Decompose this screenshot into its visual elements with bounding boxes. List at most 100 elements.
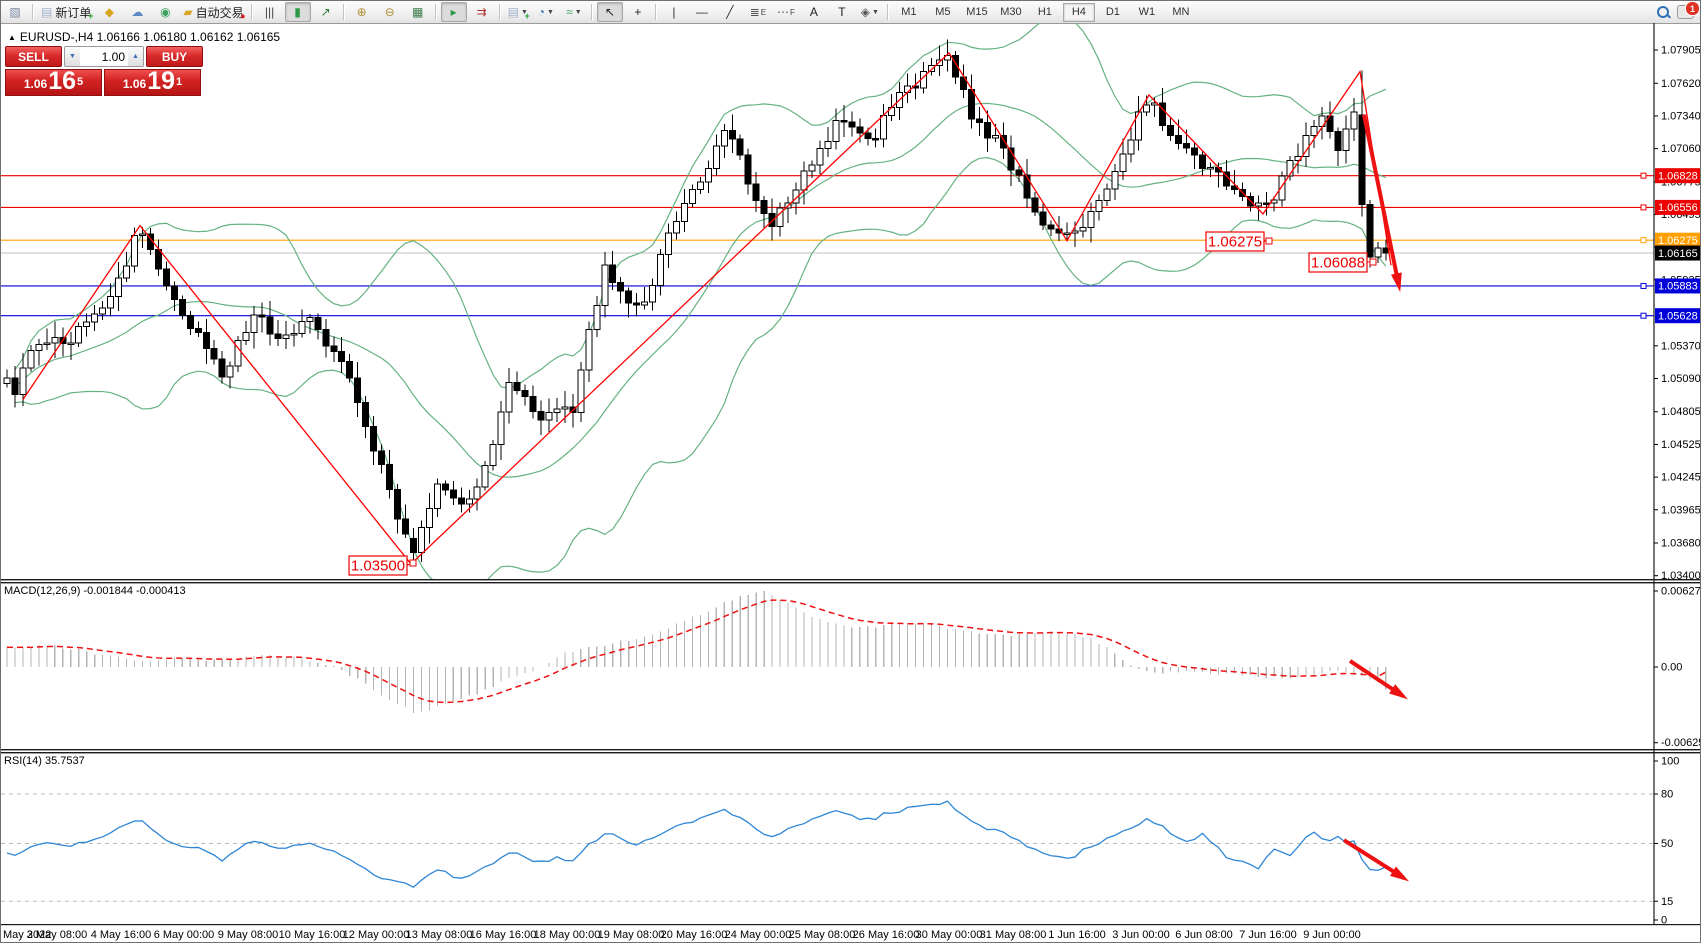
vertical-line-icon[interactable]: | <box>661 2 687 22</box>
price-callout-1.06275[interactable]: 1.06275 <box>1205 231 1273 252</box>
auto-scroll-icon[interactable]: ⇉ <box>469 2 495 22</box>
alerts-icon: ◆ <box>104 5 114 19</box>
zoom-in-icon[interactable]: ⊕ <box>349 2 375 22</box>
indicators-dropdown[interactable]: ≈ ▼ <box>561 2 587 22</box>
toolbar-separator <box>886 4 889 20</box>
profile-icon[interactable]: ▧ <box>2 2 28 22</box>
new-order-dropdown: ▤ <box>507 5 519 19</box>
bar-chart-icon[interactable]: ||| <box>257 2 283 22</box>
axis-price-badge <box>1655 232 1700 248</box>
crosshair-icon[interactable]: + <box>625 2 651 22</box>
date-tick-label: 26 May 16:00 <box>853 929 920 941</box>
timeframe-m15[interactable]: M15 <box>966 6 988 18</box>
buy-button[interactable]: BUY <box>146 46 203 67</box>
candlestick-chart-icon: ▮ <box>294 5 301 19</box>
notification-badge: 1 <box>1685 1 1700 16</box>
shapes-dropdown[interactable]: ◈ ▼ <box>857 2 883 22</box>
volume-input[interactable] <box>80 47 128 66</box>
chart-shift-icon: ▸ <box>450 5 457 19</box>
alerts-icon[interactable]: ◆ <box>96 2 122 22</box>
tile-windows-icon[interactable]: ▦ <box>405 2 431 22</box>
trendline-icon: ╱ <box>726 5 734 19</box>
macd-down-arrow[interactable] <box>1348 659 1409 700</box>
price-tick-label: 1.04525 <box>1661 439 1701 451</box>
timeframe-w1[interactable]: W1 <box>1138 6 1156 18</box>
toolbar-separator <box>434 4 437 20</box>
axis-price-badge-label: 1.06275 <box>1658 235 1698 247</box>
text-icon[interactable]: A <box>801 2 827 22</box>
sell-price[interactable]: 1.06 16 5 <box>5 69 102 96</box>
price-callout-1.06088[interactable]: 1.06088 <box>1308 252 1377 273</box>
price-down-arrow[interactable] <box>1362 114 1402 293</box>
timeframe-mn[interactable]: MN <box>1172 6 1190 18</box>
timeframe-m30[interactable]: M30 <box>1000 6 1022 18</box>
crosshair-icon: + <box>634 5 642 19</box>
toolbar-separator <box>32 4 34 20</box>
svg-text:1.03500: 1.03500 <box>351 558 405 575</box>
toolbar-separator <box>498 4 501 20</box>
auto-trading-button[interactable]: ▰ ● 自动交易 <box>180 2 246 22</box>
axis-price-badge-label: 1.05628 <box>1658 311 1698 323</box>
chart-shift-icon[interactable]: ▸ <box>440 2 467 22</box>
date-tick-label: 3 Jun 00:00 <box>1112 929 1170 941</box>
fibonacci-icon[interactable]: ≣ E <box>745 2 771 22</box>
axis-price-badge <box>1655 278 1700 294</box>
sell-price-big: 16 <box>48 67 77 96</box>
volume-increase-button[interactable]: ▲ <box>128 47 143 66</box>
sell-button[interactable]: SELL <box>5 46 62 67</box>
zoom-out-icon[interactable]: ⊖ <box>377 2 403 22</box>
new-order-dropdown-overlay: + <box>524 11 530 21</box>
timeframe-m1[interactable]: M1 <box>901 6 917 18</box>
price-callout-1.03500[interactable]: 1.03500 <box>348 555 417 576</box>
line-handle[interactable] <box>1640 172 1647 179</box>
sell-price-small: 1.06 <box>23 77 48 92</box>
axis-price-badge <box>1655 308 1700 324</box>
price-axis: 1.079051.076201.073401.070601.067751.064… <box>1654 45 1701 927</box>
zoom-in-icon: ⊕ <box>356 5 367 19</box>
chevron-down-icon: ▼ <box>872 8 879 16</box>
date-tick-label: 13 May 08:00 <box>406 929 473 941</box>
timeframe-d1[interactable]: D1 <box>1105 6 1120 18</box>
text-label-icon[interactable]: T <box>829 2 855 22</box>
chevron-down-icon: ▼ <box>520 8 528 16</box>
macd-label: MACD(12,26,9) -0.001844 -0.000413 <box>4 585 186 597</box>
date-tick-label: 16 May 16:00 <box>470 929 537 941</box>
cursor-icon[interactable]: ↖ <box>596 2 623 22</box>
svg-text:1.06088: 1.06088 <box>1311 255 1365 272</box>
chart-title: ▲ EURUSD-,H4 1.06166 1.06180 1.06162 1.0… <box>8 30 280 44</box>
horizontal-line-icon[interactable]: — <box>689 2 715 22</box>
macd-tick-label: -0.006252 <box>1661 737 1701 749</box>
timeframe-h4[interactable]: H4 <box>1062 2 1095 22</box>
date-tick-label: 19 May 08:00 <box>598 929 665 941</box>
chat-icon[interactable]: 1 <box>1677 1 1700 19</box>
price-tick-label: 1.04805 <box>1661 406 1701 418</box>
line-handle[interactable] <box>1640 312 1647 319</box>
cursor-icon: ↖ <box>604 5 615 19</box>
chevron-down-icon: ▼ <box>547 8 554 16</box>
timeframe-m5[interactable]: M5 <box>935 6 951 18</box>
axis-price-badge <box>1655 199 1700 215</box>
buy-price[interactable]: 1.06 19 1 <box>104 69 201 96</box>
line-handle[interactable] <box>1640 204 1647 211</box>
new-order-dropdown[interactable]: ▤ + ▼ <box>505 2 531 22</box>
period-dropdown[interactable]: ◔ ▼ <box>533 2 559 22</box>
candlestick-chart-icon[interactable]: ▮ <box>284 2 311 22</box>
price-tick-label: 1.03965 <box>1661 504 1701 516</box>
line-chart-icon[interactable]: ↗ <box>313 2 339 22</box>
volume-decrease-button[interactable]: ▼ <box>65 47 80 66</box>
rsi-tick-label: 0 <box>1661 915 1667 927</box>
line-handle[interactable] <box>1640 237 1647 244</box>
community-icon[interactable]: ☁ <box>124 2 150 22</box>
rsi-down-arrow[interactable] <box>1342 838 1410 882</box>
trendline-icon[interactable]: ╱ <box>717 2 743 22</box>
signals-icon[interactable]: ◉ <box>152 2 178 22</box>
tile-windows-icon: ▦ <box>411 5 424 19</box>
zigzag-trendline[interactable] <box>22 51 1392 565</box>
timeframe-h1[interactable]: H1 <box>1037 6 1052 18</box>
new-order-button[interactable]: ▤ + 新订单 <box>38 2 94 22</box>
search-icon[interactable] <box>1657 6 1671 19</box>
line-handle[interactable] <box>1640 282 1647 289</box>
grid-icon[interactable]: ⋯ F <box>773 2 799 22</box>
